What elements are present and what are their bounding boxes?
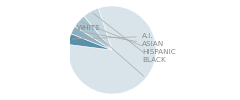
Text: HISPANIC: HISPANIC bbox=[82, 22, 176, 56]
Text: WHITE: WHITE bbox=[77, 25, 144, 76]
Wedge shape bbox=[75, 16, 112, 50]
Wedge shape bbox=[71, 26, 112, 50]
Wedge shape bbox=[84, 8, 112, 50]
Wedge shape bbox=[68, 34, 112, 50]
Text: BLACK: BLACK bbox=[93, 13, 166, 64]
Wedge shape bbox=[68, 6, 156, 94]
Text: A.I.: A.I. bbox=[72, 34, 154, 40]
Text: ASIAN: ASIAN bbox=[76, 30, 164, 48]
